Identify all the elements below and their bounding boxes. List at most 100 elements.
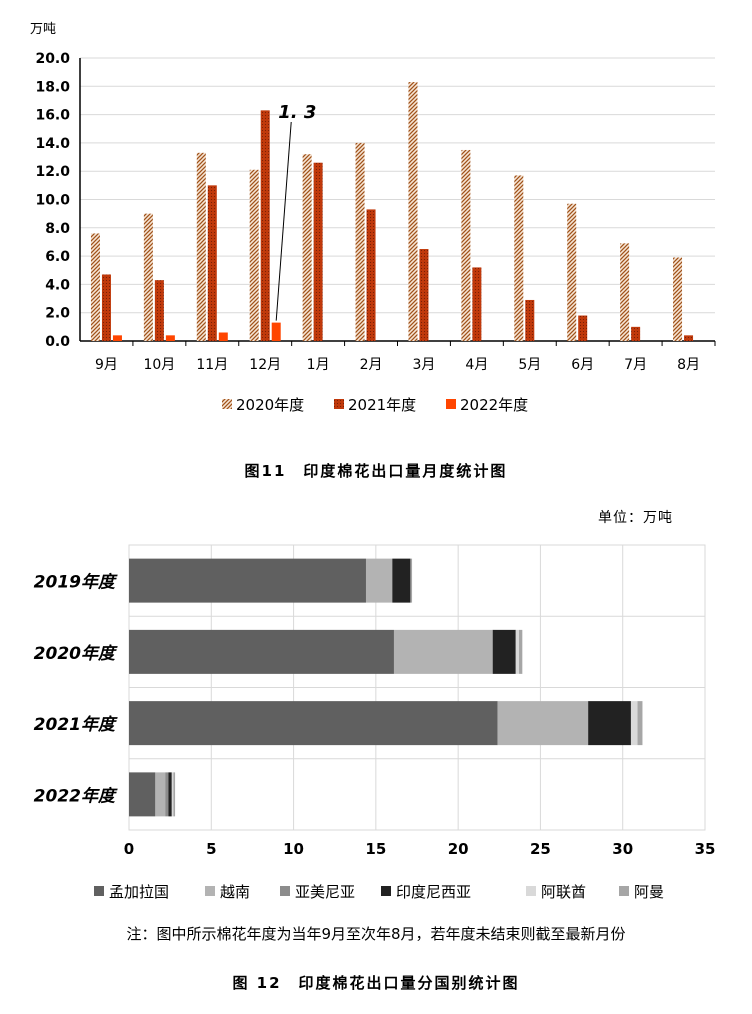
legend-swatch (526, 886, 536, 896)
legend-label: 2021年度 (348, 396, 416, 414)
y-tick-label: 4.0 (45, 277, 70, 293)
bar-2020年度-10月 (143, 213, 153, 341)
bar-2021年度-3月 (419, 249, 429, 341)
bar-2020年度-9月 (90, 233, 100, 341)
x-tick-label: 4月 (465, 357, 488, 373)
bar-2021年度-12月 (260, 110, 270, 341)
bar-2021年度-2月 (366, 209, 376, 341)
legend-label: 亚美尼亚 (295, 883, 355, 901)
country-export-chart: 0 5 10 15 20 25 30 35 2019年度 2020年度 2021年度 2022年度 孟… (34, 544, 716, 901)
bar-越南-2020年度 (393, 629, 493, 674)
bar-2021年度-4月 (472, 267, 482, 341)
bar-2020年度-7月 (620, 243, 630, 341)
legend-swatch (222, 399, 232, 409)
bar-2021年度-10月 (154, 280, 164, 341)
x-tick-label: 2月 (360, 357, 383, 373)
y-tick-label: 18.0 (35, 79, 70, 95)
x-tick-label: 25 (530, 840, 551, 858)
legend-swatch (619, 886, 629, 896)
bar-孟加拉国-2020年度 (129, 629, 394, 674)
bar-2021年度-5月 (525, 299, 535, 341)
bar-2020年度-5月 (514, 175, 524, 341)
bar-2020年度-8月 (673, 257, 683, 341)
bar-2020年度-3月 (408, 82, 418, 342)
bar-印度尼西亚-2019年度 (392, 558, 411, 603)
y-tick-label: 2.0 (45, 306, 70, 322)
figure-11-caption: 图11 印度棉花出口量月度统计图 (244, 462, 508, 480)
legend-label: 2022年度 (460, 396, 528, 414)
bar-阿联酋-2020年度 (515, 629, 520, 674)
y-tick-label: 6.0 (45, 249, 70, 265)
x-tick-label: 30 (612, 840, 633, 858)
bar-越南-2022年度 (155, 772, 166, 817)
bar-阿曼-2019年度 (410, 558, 413, 603)
bar-2021年度-8月 (684, 335, 694, 341)
bar-2022年度-12月 (271, 322, 281, 341)
bar-印度尼西亚-2020年度 (492, 629, 516, 674)
x-tick-label: 9月 (95, 357, 118, 373)
legend-label: 阿联酋 (541, 883, 586, 901)
bar-2021年度-6月 (578, 315, 588, 341)
figure-12-caption: 图 12 印度棉花出口量分国别统计图 (232, 974, 520, 992)
y-category-label: 2020年度 (34, 644, 118, 664)
y-axis-unit-label: 万吨 (30, 22, 56, 37)
x-tick-label: 1月 (307, 357, 330, 373)
legend-label: 印度尼西亚 (396, 883, 471, 901)
bar-印度尼西亚-2021年度 (588, 701, 631, 746)
y-tick-label: 10.0 (35, 193, 70, 209)
bar-2021年度-7月 (631, 326, 641, 341)
x-tick-label: 8月 (677, 357, 700, 373)
y-category-label: 2021年度 (34, 715, 118, 735)
legend-swatch (334, 399, 344, 409)
bar-2021年度-11月 (207, 185, 217, 341)
annotation-label: 1. 3 (278, 102, 316, 123)
bar-越南-2021年度 (497, 701, 589, 746)
unit-label: 单位：万吨 (598, 510, 673, 526)
bar-阿联酋-2022年度 (171, 772, 174, 817)
x-tick-label: 10 (283, 840, 304, 858)
x-tick-label: 7月 (624, 357, 647, 373)
chart-note: 注：图中所示棉花年度为当年9月至次年8月，若年度未结束则截至最新月份 (126, 925, 626, 943)
legend-swatch (446, 399, 456, 409)
x-tick-label: 3月 (412, 357, 435, 373)
x-tick-label: 20 (448, 840, 469, 858)
bar-2022年度-11月 (218, 332, 228, 341)
x-tick-label: 11月 (196, 357, 228, 373)
bar-阿曼-2022年度 (173, 772, 176, 817)
annotation-leader-line (275, 121, 292, 321)
bar-孟加拉国-2021年度 (129, 701, 498, 746)
bar-阿曼-2020年度 (519, 629, 523, 674)
x-tick-label: 5 (206, 840, 216, 858)
y-tick-label: 0.0 (45, 334, 70, 350)
y-category-label: 2022年度 (34, 786, 118, 806)
bar-2020年度-11月 (196, 152, 206, 341)
x-tick-label: 35 (695, 840, 716, 858)
bar-2022年度-10月 (165, 335, 175, 341)
legend-label: 孟加拉国 (109, 883, 169, 901)
bar-2020年度-4月 (461, 149, 471, 341)
legend-label: 2020年度 (236, 396, 304, 414)
bar-阿联酋-2021年度 (630, 701, 638, 746)
bar-印度尼西亚-2022年度 (168, 772, 172, 817)
bar-阿曼-2021年度 (637, 701, 643, 746)
bar-2020年度-2月 (355, 142, 365, 341)
bar-2020年度-1月 (302, 154, 312, 341)
bar-亚美尼亚-2022年度 (165, 772, 169, 817)
bar-2020年度-12月 (249, 169, 259, 341)
bar-2020年度-6月 (567, 203, 577, 341)
bar-2022年度-9月 (112, 335, 122, 341)
x-tick-label: 15 (365, 840, 386, 858)
bar-2021年度-1月 (313, 162, 323, 341)
legend-swatch (280, 886, 290, 896)
legend-swatch (205, 886, 215, 896)
bar-孟加拉国-2019年度 (129, 558, 366, 603)
x-tick-label: 0 (124, 840, 134, 858)
bar-2021年度-9月 (101, 274, 111, 341)
bar-越南-2019年度 (365, 558, 393, 603)
y-tick-label: 12.0 (35, 164, 70, 180)
legend-swatch (381, 886, 391, 896)
y-category-label: 2019年度 (34, 573, 118, 593)
legend-label: 阿曼 (634, 883, 664, 901)
y-tick-label: 20.0 (35, 51, 70, 67)
x-tick-label: 12月 (249, 357, 281, 373)
